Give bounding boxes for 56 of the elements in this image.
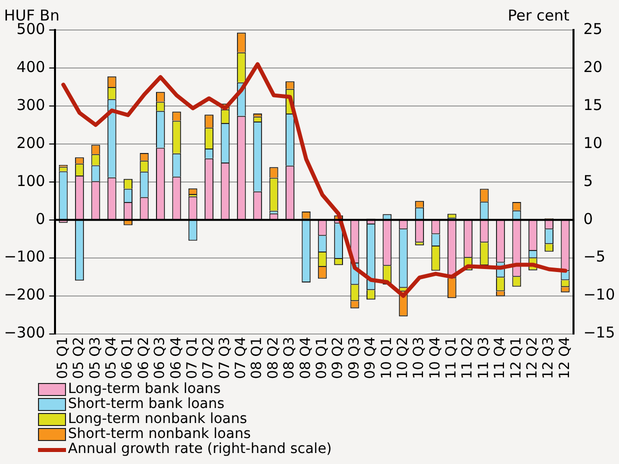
y2-tick-label: −10 <box>583 286 615 304</box>
x-tick-label: 12 Q2 <box>524 336 541 380</box>
y-tick-label: 0 <box>36 210 46 228</box>
y-tick-label: −300 <box>4 324 46 342</box>
x-tick-label: 10 Q2 <box>394 336 411 380</box>
x-tick-label: 06 Q4 <box>168 336 184 380</box>
y-tick-label: −100 <box>4 248 46 266</box>
x-tick-label: 09 Q1 <box>314 336 330 380</box>
x-tick-label: 11 Q1 <box>444 336 460 380</box>
x-tick-label: 07 Q3 <box>216 336 233 380</box>
y2-axis-title: Per cent <box>508 6 570 24</box>
y2-tick-label: 20 <box>583 58 602 76</box>
legend-label: Long-term nonbank loans <box>68 411 248 427</box>
x-tick-label: 06 Q2 <box>136 336 152 380</box>
legend-label: Long-term bank loans <box>68 381 221 397</box>
x-tick-label: 12 Q4 <box>556 336 573 380</box>
x-tick-label: 08 Q1 <box>249 336 266 380</box>
x-tick-label: 05 Q3 <box>87 336 104 380</box>
x-tick-label: 10 Q1 <box>378 336 395 380</box>
x-tick-label: 10 Q4 <box>427 336 444 380</box>
x-tick-label: 07 Q2 <box>200 336 217 380</box>
legend-label: Short-term nonbank loans <box>68 426 251 442</box>
y-tick-label: 500 <box>16 20 46 38</box>
y-tick-label: 200 <box>16 134 46 152</box>
x-tick-label: 11 Q4 <box>492 336 508 380</box>
x-tick-label: 12 Q1 <box>508 336 524 380</box>
x-tick-label: 05 Q4 <box>104 336 120 380</box>
y2-tick-label: −15 <box>583 324 615 342</box>
legend-label: Annual growth rate (right-hand scale) <box>68 441 332 457</box>
x-tick-label: 05 Q1 <box>54 336 71 380</box>
y-tick-label: −200 <box>4 286 46 304</box>
x-tick-label: 07 Q4 <box>233 336 250 380</box>
x-tick-label: 12 Q3 <box>540 336 557 380</box>
x-tick-label: 10 Q3 <box>411 336 428 380</box>
y2-tick-label: 25 <box>583 20 602 38</box>
legend-label: Short-term bank loans <box>68 396 224 412</box>
y2-tick-label: 5 <box>583 172 593 190</box>
x-tick-label: 06 Q1 <box>120 336 136 380</box>
x-tick-label: 08 Q2 <box>265 336 282 380</box>
x-tick-label: 09 Q2 <box>330 336 346 380</box>
y2-tick-label: 15 <box>583 96 602 114</box>
y2-tick-label: 0 <box>583 210 593 228</box>
y2-tick-label: −5 <box>583 248 606 266</box>
x-tick-label: 05 Q2 <box>71 336 88 380</box>
y-tick-label: 400 <box>16 58 46 76</box>
y-tick-label: 300 <box>16 96 46 114</box>
y2-tick-label: 10 <box>583 134 602 152</box>
y-tick-label: 100 <box>16 172 46 190</box>
x-tick-label: 08 Q4 <box>298 336 314 380</box>
x-tick-label: 07 Q1 <box>184 336 200 380</box>
x-tick-label: 08 Q3 <box>282 336 298 380</box>
x-tick-label: 09 Q3 <box>346 336 362 380</box>
x-tick-label: 11 Q2 <box>460 336 476 380</box>
x-tick-label: 11 Q3 <box>476 336 492 380</box>
x-tick-label: 09 Q4 <box>362 336 379 380</box>
x-tick-label: 06 Q3 <box>152 336 168 380</box>
